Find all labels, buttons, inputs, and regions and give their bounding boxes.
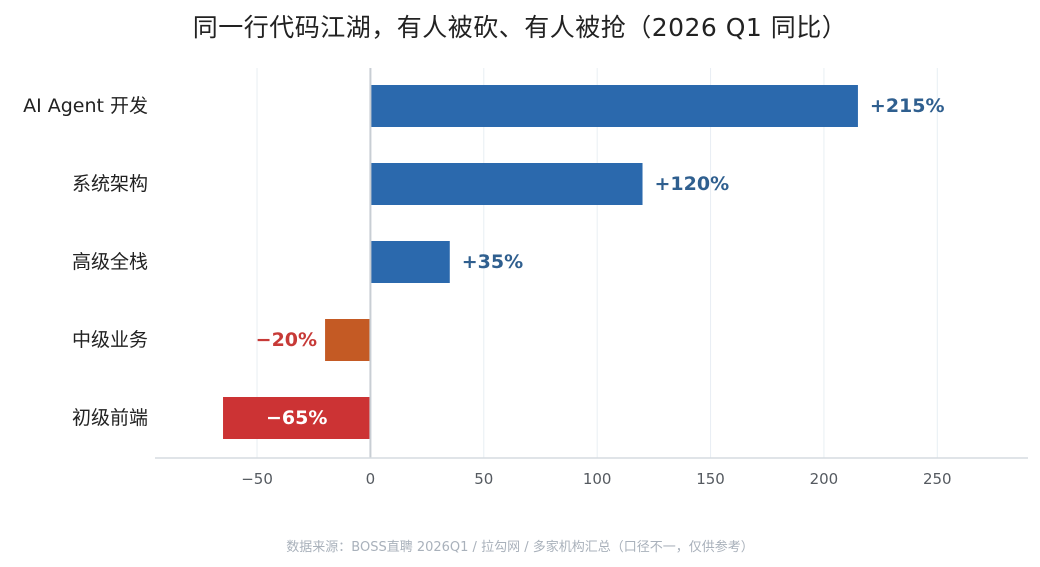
- data-label: +215%: [870, 95, 945, 117]
- category-label: 系统架构: [72, 173, 148, 195]
- bar: [370, 163, 643, 205]
- category-label: 中级业务: [72, 329, 148, 351]
- x-tick-label: −50: [241, 470, 273, 488]
- gridlines: [256, 68, 938, 458]
- data-label: −65%: [266, 407, 327, 429]
- bars: [223, 85, 858, 439]
- bar: [325, 319, 371, 361]
- chart-title: 同一行代码江湖，有人被砍、有人被抢（2026 Q1 同比）: [192, 13, 848, 42]
- data-label: +120%: [655, 173, 730, 195]
- x-axis: −50 0 50 100 150 200 250: [155, 68, 1028, 488]
- bar: [370, 85, 858, 127]
- chart-source-note: 数据来源：BOSS直聘 2026Q1 / 拉勾网 / 多家机构汇总（口径不一，仅…: [286, 540, 754, 555]
- category-label: AI Agent 开发: [23, 95, 148, 117]
- category-label: 初级前端: [72, 407, 148, 429]
- bar: [223, 397, 371, 439]
- data-label: +35%: [462, 251, 523, 273]
- x-tick-label: 50: [474, 470, 493, 488]
- data-label: −20%: [256, 329, 317, 351]
- x-tick-label: 250: [923, 470, 952, 488]
- x-tick-label: 150: [696, 470, 725, 488]
- bar: [370, 241, 450, 283]
- x-tick-label: 100: [583, 470, 612, 488]
- x-tick-label: 200: [810, 470, 839, 488]
- x-tick-label: 0: [366, 470, 376, 488]
- category-label: 高级全栈: [72, 251, 148, 273]
